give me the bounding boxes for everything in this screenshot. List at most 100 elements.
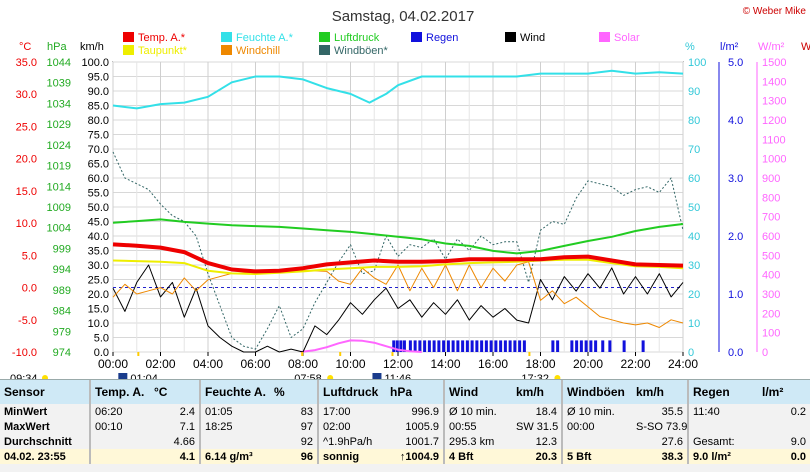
table-cell: ^1.9hPa/h: [317, 434, 386, 449]
legend-label: Taupunkt*: [138, 45, 188, 57]
table-cell: 11:40: [687, 404, 758, 419]
table-cell: 97: [300, 420, 313, 433]
table-cell: ↑1004.9: [386, 449, 444, 464]
table-cell: 0.0: [758, 449, 810, 464]
table-header-cell: Sensor: [0, 380, 90, 404]
rain-bar: [594, 340, 598, 352]
table-cell: 4.66: [173, 435, 195, 448]
x-tick-label: 22:00: [620, 357, 650, 371]
x-tick-label: 00:00: [98, 357, 128, 371]
rain-bar: [437, 340, 441, 352]
table-cell: 9.0: [790, 435, 806, 448]
humidity-tick-label: 60: [688, 173, 700, 185]
temp-tick-label: 20.0: [16, 154, 37, 166]
wind-tick-label: 65.0: [88, 159, 109, 171]
wind-tick-label: 60.0: [88, 173, 109, 185]
table-header-cell: Feuchte A.: [199, 380, 270, 404]
temp-tick-label: 35.0: [16, 57, 37, 69]
x-tick-label: 18:00: [525, 357, 555, 371]
table-cell: 06:20: [89, 404, 150, 419]
time-markers: 09:34 01:04 07:58 11:46 17:32: [10, 352, 561, 379]
table-cell: Gesamt:: [687, 434, 758, 449]
table-cell: [89, 434, 150, 449]
table-cell: 27.6: [661, 435, 683, 448]
rain-bar: [413, 340, 417, 352]
legend-swatch: [123, 45, 134, 55]
legend-label: Windchill: [236, 45, 280, 57]
table-row: MaxWert 00:10 7.1 18:25 97 02:00 1005.9 00:55 SW…: [0, 419, 810, 434]
table-cell: [199, 434, 270, 449]
rain-bar: [518, 340, 522, 352]
wind-tick-label: 70.0: [88, 144, 109, 156]
moon-icon: [372, 373, 382, 379]
wind-tick-label: 25.0: [88, 275, 109, 287]
pressure-tick-label: 979: [53, 326, 71, 338]
rain-bar: [513, 340, 517, 352]
solar-tick-label: 1200: [762, 115, 786, 127]
temp-tick-label: 30.0: [16, 89, 37, 101]
wind-tick-label: 95.0: [88, 72, 109, 84]
series-line-solar: [300, 339, 422, 353]
rain-bar: [465, 340, 469, 352]
rain-tick-label: 0.0: [728, 347, 743, 359]
table-cell: 4 Bft: [443, 449, 512, 464]
wind-tick-label: 50.0: [88, 202, 109, 214]
wind-tick-label: 55.0: [88, 188, 109, 200]
rain-bar: [395, 340, 399, 352]
pressure-tick-label: 1014: [47, 181, 71, 193]
table-cell: [561, 434, 632, 449]
legend-swatch: [319, 45, 330, 55]
table-cell: 96: [270, 449, 318, 464]
humidity-tick-label: 20: [688, 289, 700, 301]
wind-tick-label: 35.0: [88, 246, 109, 258]
rain-tick-label: 3.0: [728, 173, 743, 185]
rain-bar: [456, 340, 460, 352]
time-marker-label: 01:04: [130, 373, 158, 379]
rain-bar: [392, 340, 396, 352]
rain-unit-label: l/m²: [720, 41, 739, 53]
wind-tick-label: 85.0: [88, 101, 109, 113]
table-header-cell: km/h: [632, 380, 688, 404]
legend-swatch: [123, 32, 134, 42]
rain-bar: [551, 340, 555, 352]
wind-tick-label: 10.0: [88, 318, 109, 330]
table-header-cell: l/m²: [758, 380, 810, 404]
table-cell: 1001.7: [405, 435, 439, 448]
table-cell: 01:05: [199, 404, 270, 419]
table-cell: S-SO 73.9: [636, 420, 688, 433]
time-marker-label: 17:32: [521, 373, 549, 379]
pressure-tick-label: 1029: [47, 119, 71, 131]
table-cell: 83: [300, 405, 313, 418]
legend-label: Temp. A.*: [138, 32, 186, 44]
table-header-cell: Temp. A.: [89, 380, 150, 404]
table-cell: 20.3: [512, 449, 562, 464]
rain-bar: [427, 340, 431, 352]
rain-bar: [480, 340, 484, 352]
x-tick-label: 16:00: [478, 357, 508, 371]
x-tick-label: 14:00: [430, 357, 460, 371]
rain-bar: [601, 340, 605, 352]
rain-bar: [641, 340, 645, 352]
series-line-tempa: [112, 242, 684, 274]
humidity-unit-label: %: [685, 41, 695, 53]
wind-tick-label: 90.0: [88, 86, 109, 98]
table-cell: 0.2: [790, 405, 806, 418]
legend-swatch: [221, 32, 232, 42]
rain-bar: [418, 340, 422, 352]
rain-bar: [451, 340, 455, 352]
table-cell: 92: [300, 435, 313, 448]
pressure-tick-label: 989: [53, 285, 71, 297]
rain-bar: [399, 340, 403, 352]
series-line-luftdruck: [112, 218, 684, 255]
humidity-tick-label: 90: [688, 86, 700, 98]
solar-tick-label: 1000: [762, 154, 786, 166]
legend-label: Solar: [614, 32, 640, 44]
rain-bar: [402, 340, 406, 352]
series-line-feuchtea: [112, 69, 684, 110]
x-tick-label: 12:00: [383, 357, 413, 371]
table-cell: 38.3: [632, 449, 688, 464]
solar-unit-label: W/m²: [758, 41, 785, 53]
solar-tick-label: 800: [762, 192, 780, 204]
temp-tick-label: -5.0: [18, 315, 37, 327]
pressure-tick-label: 1019: [47, 161, 71, 173]
